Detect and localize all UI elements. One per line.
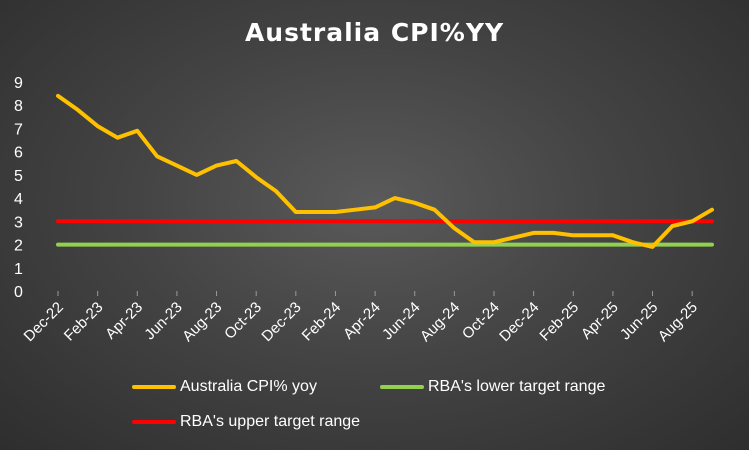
y-tick-label: 2 bbox=[14, 238, 23, 255]
series-lines bbox=[56, 93, 714, 249]
y-axis: 0 1 2 3 4 5 6 7 8 9 bbox=[14, 75, 23, 301]
x-axis: Dec-22Feb-23Apr-23Jun-23Aug-23Oct-23Dec-… bbox=[21, 291, 701, 345]
series-line-cpi bbox=[56, 93, 714, 249]
x-tick-label: Jun-24 bbox=[379, 299, 423, 343]
x-tick-label: Dec-24 bbox=[496, 299, 542, 345]
y-tick-label: 6 bbox=[14, 145, 23, 162]
y-tick-label: 5 bbox=[14, 168, 23, 185]
legend-label-upper: RBA's upper target range bbox=[180, 413, 361, 430]
chart-title: Australia CPI%YY bbox=[244, 18, 505, 47]
x-tick-label: Dec-22 bbox=[21, 299, 67, 345]
legend-item-lower: RBA's lower target range bbox=[380, 378, 605, 396]
x-tick-label: Aug-25 bbox=[655, 299, 701, 345]
legend-swatch-cpi bbox=[132, 385, 176, 389]
x-tick-label: Aug-24 bbox=[417, 299, 463, 345]
x-tick-label: Jun-25 bbox=[617, 299, 661, 343]
legend-label-cpi: Australia CPI% yoy bbox=[180, 378, 317, 395]
x-tick-label: Feb-25 bbox=[536, 299, 582, 345]
y-tick-label: 9 bbox=[14, 75, 23, 92]
x-tick-label: Oct-24 bbox=[459, 299, 503, 343]
y-tick-label: 1 bbox=[14, 261, 23, 278]
x-tick-label: Aug-23 bbox=[179, 299, 225, 345]
legend-swatch-upper bbox=[132, 420, 176, 424]
y-tick-label: 7 bbox=[14, 121, 23, 138]
y-tick-label: 8 bbox=[14, 98, 23, 115]
y-tick-label: 4 bbox=[14, 191, 23, 208]
x-tick-label: Feb-24 bbox=[299, 299, 345, 345]
legend-item-cpi: Australia CPI% yoy bbox=[132, 378, 317, 396]
legend-swatch-lower bbox=[380, 385, 424, 389]
x-tick-label: Oct-23 bbox=[221, 299, 265, 343]
x-tick-label: Dec-23 bbox=[258, 299, 304, 345]
legend-item-upper: RBA's upper target range bbox=[132, 413, 360, 431]
x-tick-label: Jun-23 bbox=[141, 299, 185, 343]
x-tick-label: Apr-25 bbox=[578, 299, 622, 343]
x-tick-label: Apr-24 bbox=[340, 299, 384, 343]
y-tick-label: 3 bbox=[14, 214, 23, 231]
x-tick-label: Feb-23 bbox=[61, 299, 107, 345]
legend-label-lower: RBA's lower target range bbox=[428, 378, 606, 395]
x-tick-label: Apr-23 bbox=[102, 299, 146, 343]
y-tick-label: 0 bbox=[14, 284, 23, 301]
